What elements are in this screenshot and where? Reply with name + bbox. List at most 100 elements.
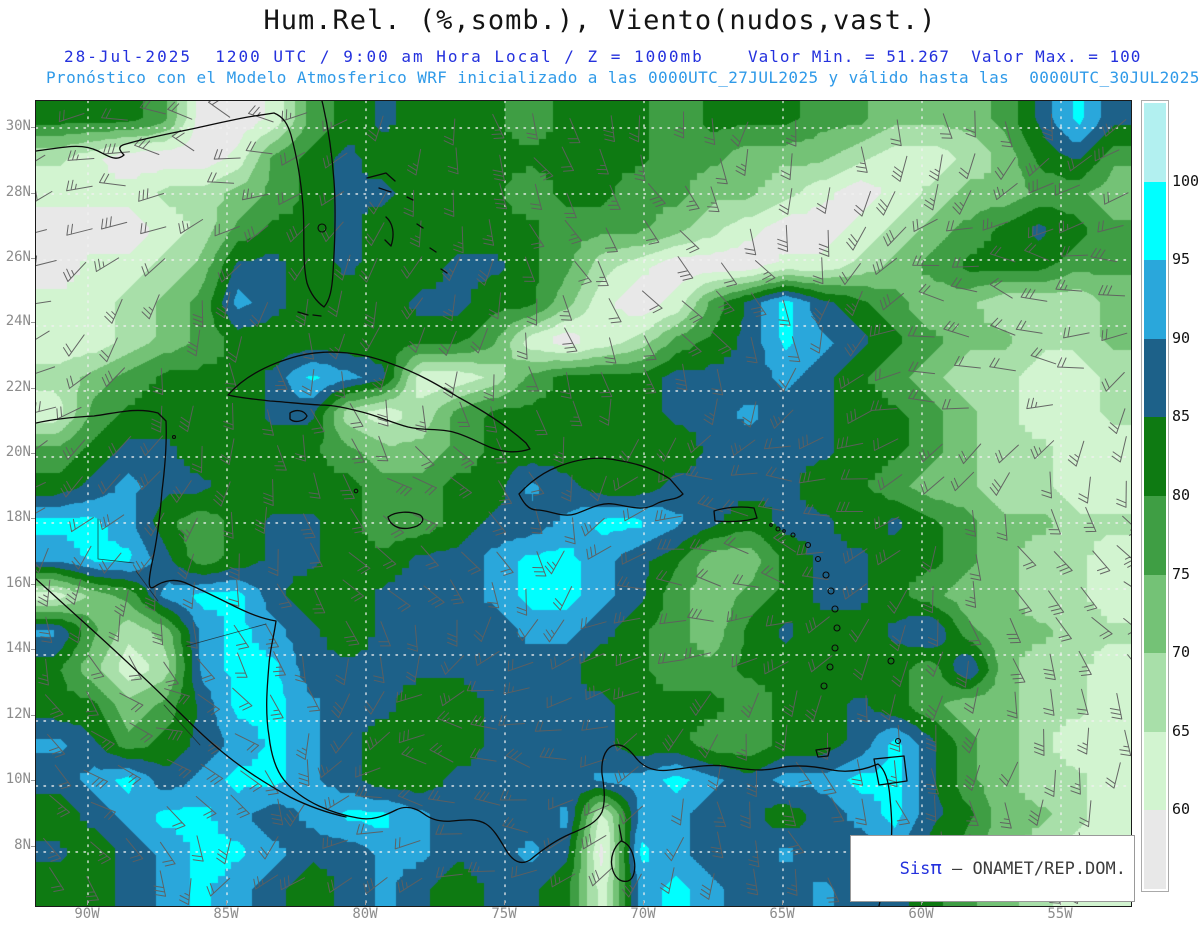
- colorbar-segment: [1144, 574, 1166, 654]
- lon-tick: [87, 901, 88, 905]
- small-island-outline: [782, 529, 786, 533]
- colorbar-tick-label: 95: [1172, 250, 1191, 269]
- lon-label: 55W: [1047, 906, 1073, 922]
- small-island-outline: [775, 526, 781, 532]
- coastline: [36, 409, 893, 906]
- lat-label: 22N: [5, 379, 31, 395]
- colorbar-segment: [1144, 495, 1166, 575]
- colorbar-segment: [1144, 417, 1166, 496]
- colorbar-tick-label: 60: [1172, 800, 1191, 819]
- coastline: [36, 578, 347, 818]
- colorbar-tick-label: 85: [1172, 407, 1191, 426]
- lon-tick: [782, 901, 783, 905]
- small-island-outline: [831, 644, 839, 652]
- small-island-outline: [833, 624, 841, 632]
- lat-label: 20N: [5, 444, 31, 460]
- small-island-outline: [171, 434, 177, 440]
- coastline: [815, 747, 908, 786]
- lon-label: 65W: [769, 906, 795, 922]
- colorbar-segment: [1144, 260, 1166, 339]
- lon-label: 75W: [491, 906, 517, 922]
- small-island-outline: [822, 571, 830, 579]
- coastline: [610, 824, 636, 883]
- lat-tick: [31, 649, 35, 650]
- graticule-dotted-lines: [36, 101, 1131, 906]
- lat-tick: [31, 518, 35, 519]
- colorbar-segment: [1144, 731, 1166, 811]
- branding-text: – ONAMET/REP.DOM.: [941, 859, 1126, 879]
- wind-barbs: [36, 101, 1131, 905]
- colorbar-tick-label: 80: [1172, 486, 1191, 504]
- small-island-outline: [827, 587, 835, 595]
- lon-tick: [226, 901, 227, 905]
- lat-tick: [31, 846, 35, 847]
- coastline: [366, 172, 448, 274]
- country-borders: [97, 518, 267, 746]
- lat-tick: [31, 780, 35, 781]
- lat-tick: [31, 258, 35, 259]
- coastline: [387, 511, 424, 530]
- lat-tick: [31, 715, 35, 716]
- lat-label: 8N: [14, 837, 31, 853]
- coastline: [297, 311, 322, 317]
- colorbar-tick-label: 90: [1172, 328, 1191, 347]
- lat-tick: [31, 322, 35, 323]
- colorbar-segment: [1144, 338, 1166, 418]
- lon-tick: [504, 901, 505, 905]
- lon-tick: [1060, 901, 1061, 905]
- small-island-outline: [826, 663, 834, 671]
- coastline: [227, 351, 531, 453]
- coastline: [713, 506, 758, 523]
- lon-tick: [921, 901, 922, 905]
- lon-tick: [365, 901, 366, 905]
- small-island-outline: [769, 523, 773, 527]
- colorbar-segment: [1144, 181, 1166, 261]
- colorbar-tick-label: 65: [1172, 721, 1191, 740]
- sispi-logo-text: Sis: [899, 859, 931, 879]
- small-island-outline: [887, 657, 895, 665]
- lon-label: 80W: [352, 906, 378, 922]
- forecast-model-text: Pronóstico con el Modelo Atmosferico WRF…: [46, 68, 1200, 87]
- lat-label: 14N: [5, 640, 31, 656]
- small-island-outline: [820, 682, 828, 690]
- map-overlay: [36, 101, 1131, 906]
- small-island-outline: [814, 555, 822, 563]
- colorbar-segment: [1144, 653, 1166, 732]
- lon-label: 85W: [213, 906, 239, 922]
- lat-label: 26N: [5, 249, 31, 265]
- colorbar-segment: [1144, 103, 1166, 182]
- colorbar-tick-label: 75: [1172, 564, 1191, 583]
- map-area: Sisπ – ONAMET/REP.DOM.: [35, 100, 1135, 907]
- lat-label: 28N: [5, 184, 31, 200]
- lon-tick: [643, 901, 644, 905]
- lon-label: 70W: [630, 906, 656, 922]
- colorbar-tick-label: 70: [1172, 643, 1191, 662]
- lat-label: 10N: [5, 771, 31, 787]
- small-island-outline: [317, 223, 327, 233]
- page-title: Hum.Rel. (%,somb.), Viento(nudos,vast.): [263, 5, 937, 36]
- lat-tick: [31, 193, 35, 194]
- small-island-outline: [804, 541, 812, 549]
- lat-tick: [31, 453, 35, 454]
- colorbar: [1141, 100, 1169, 892]
- lat-label: 30N: [5, 118, 31, 134]
- lat-label: 18N: [5, 509, 31, 525]
- small-island-outline: [831, 605, 839, 613]
- valid-time-text: 28-Jul-2025 1200 UTC / 9:00 am Hora Loca…: [64, 47, 704, 66]
- lon-label: 90W: [74, 906, 100, 922]
- coastline: [518, 457, 684, 516]
- lat-tick: [31, 388, 35, 389]
- colorbar-segment: [1144, 810, 1166, 889]
- small-island-outline: [894, 737, 902, 745]
- lat-tick: [31, 127, 35, 128]
- min-max-text: Valor Min. = 51.267 Valor Max. = 100: [748, 47, 1142, 66]
- lon-label: 60W: [908, 906, 934, 922]
- lat-label: 12N: [5, 706, 31, 722]
- coastline: [36, 101, 336, 308]
- small-island-outline: [353, 488, 359, 494]
- lat-label: 24N: [5, 313, 31, 329]
- small-island-outline: [790, 532, 796, 538]
- lat-tick: [31, 584, 35, 585]
- pi-icon: π: [930, 857, 942, 879]
- lat-label: 16N: [5, 575, 31, 591]
